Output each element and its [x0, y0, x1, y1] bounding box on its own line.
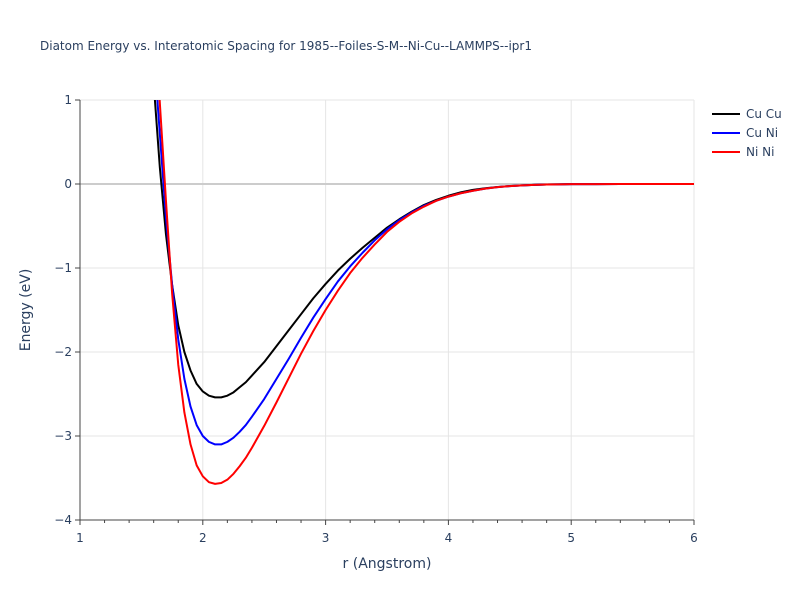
y-tick-label: −1 — [54, 261, 72, 275]
y-tick-label: −3 — [54, 429, 72, 443]
y-tick-label: 1 — [64, 93, 72, 107]
series-layer — [153, 100, 694, 485]
legend-label: Cu Cu — [746, 107, 782, 121]
x-tick-label: 3 — [322, 531, 330, 545]
y-tick-label: −4 — [54, 513, 72, 527]
x-axis-title: r (Angstrom) — [343, 556, 432, 572]
y-tick-label: 0 — [64, 177, 72, 191]
x-tick-label: 6 — [690, 531, 698, 545]
legend-item-ni-ni[interactable]: Ni Ni — [712, 145, 774, 159]
legend-label: Ni Ni — [746, 145, 774, 159]
y-axis-ticks: 1 0 −1 −2 −3 −4 — [54, 93, 72, 527]
axes — [75, 99, 695, 525]
x-tick-label: 2 — [199, 531, 207, 545]
y-tick-label: −2 — [54, 345, 72, 359]
legend[interactable]: Cu Cu Cu Ni Ni Ni — [712, 107, 782, 159]
x-tick-label: 4 — [445, 531, 453, 545]
legend-label: Cu Ni — [746, 126, 778, 140]
series-line-ni-ni — [158, 100, 694, 485]
chart-title: Diatom Energy vs. Interatomic Spacing fo… — [40, 39, 532, 53]
legend-item-cu-ni[interactable]: Cu Ni — [712, 126, 778, 140]
legend-item-cu-cu[interactable]: Cu Cu — [712, 107, 782, 121]
x-axis-ticks: 1 2 3 4 5 6 — [76, 531, 698, 545]
y-axis-title: Energy (eV) — [18, 269, 34, 352]
x-tick-label: 1 — [76, 531, 84, 545]
x-tick-label: 5 — [567, 531, 575, 545]
